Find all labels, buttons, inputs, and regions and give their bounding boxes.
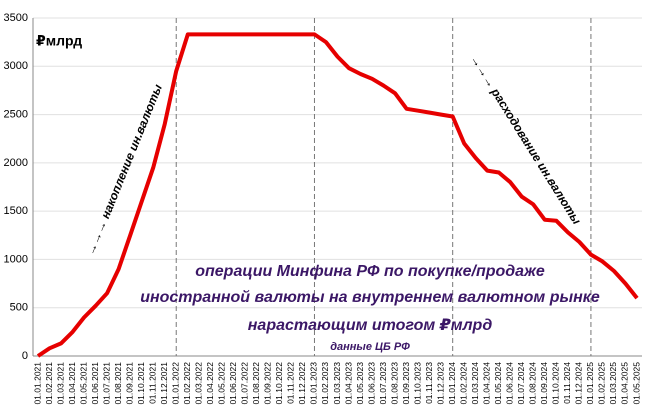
x-tick-label: 01.09.2022 [263, 362, 273, 405]
x-tick-label: 01.05.2022 [217, 362, 227, 405]
x-tick-label: 01.04.2024 [482, 362, 492, 405]
x-tick-label: 01.03.2024 [470, 362, 480, 405]
x-tick-label: 01.09.2021 [124, 362, 134, 405]
x-tick-label: 01.04.2022 [205, 362, 215, 405]
x-tick-label: 01.01.2022 [170, 362, 180, 405]
x-tick-label: 01.06.2021 [90, 362, 100, 405]
y-tick-label: 3000 [4, 60, 28, 72]
y-tick-label: 2000 [4, 157, 28, 169]
source-note: данные ЦБ РФ [330, 341, 410, 353]
x-tick-label: 01.02.2022 [182, 362, 192, 405]
x-tick-label: 01.10.2023 [412, 362, 422, 405]
x-tick-label: 01.01.2025 [585, 362, 595, 405]
unit-label: ₽млрд [36, 33, 82, 49]
x-tick-label: 01.10.2022 [274, 362, 284, 405]
x-tick-label: 01.05.2024 [493, 362, 503, 405]
caption-line: иностранной валюты на внутреннем валютно… [140, 289, 600, 306]
x-tick-label: 01.12.2023 [435, 362, 445, 405]
x-tick-label: 01.06.2024 [505, 362, 515, 405]
y-tick-label: 1000 [4, 253, 28, 265]
x-tick-label: 01.05.2021 [78, 362, 88, 405]
x-tick-label: 01.09.2024 [539, 362, 549, 405]
x-tick-label: 01.07.2023 [378, 362, 388, 405]
x-tick-label: 01.11.2023 [424, 362, 434, 404]
x-tick-label: 01.04.2023 [343, 362, 353, 405]
x-tick-label: 01.07.2024 [516, 362, 526, 405]
x-tick-label: 01.08.2022 [251, 362, 261, 405]
x-tick-label: 01.07.2022 [240, 362, 250, 405]
x-tick-label: 01.02.2025 [597, 362, 607, 405]
x-tick-label: 01.03.2021 [55, 362, 65, 405]
x-tick-label: 01.03.2023 [332, 362, 342, 405]
x-tick-label: 01.02.2023 [320, 362, 330, 405]
x-tick-label: 01.06.2022 [228, 362, 238, 405]
y-tick-label: 500 [10, 302, 28, 314]
x-tick-label: 01.12.2021 [159, 362, 169, 405]
x-tick-label: 01.11.2022 [286, 362, 296, 404]
x-tick-label: 01.04.2025 [620, 362, 630, 405]
x-tick-label: 01.08.2024 [528, 362, 538, 405]
x-tick-label: 01.05.2023 [355, 362, 365, 405]
x-tick-label: 01.10.2024 [551, 362, 561, 405]
x-tick-label: 01.08.2023 [389, 362, 399, 405]
caption-line: нарастающим итогом ₽млрд [248, 317, 493, 334]
x-tick-label: 01.03.2022 [194, 362, 204, 405]
x-tick-label: 01.12.2024 [574, 362, 584, 405]
x-tick-label: 01.12.2022 [297, 362, 307, 405]
x-tick-label: 01.02.2021 [44, 362, 54, 405]
y-tick-label: 3500 [4, 12, 28, 24]
x-tick-label: 01.04.2021 [67, 362, 77, 405]
x-tick-label: 01.07.2021 [101, 362, 111, 405]
x-tick-label: 01.11.2024 [562, 362, 572, 404]
x-tick-label: 01.10.2021 [136, 362, 146, 405]
caption-line: операции Минфина РФ по покупке/продаже [195, 263, 545, 280]
x-tick-label: 01.09.2023 [401, 362, 411, 405]
data-line [36, 32, 639, 358]
y-tick-label: 2500 [4, 108, 28, 120]
x-tick-label: 01.03.2025 [608, 362, 618, 405]
y-tick-label: 1500 [4, 205, 28, 217]
x-tick-label: 01.06.2023 [366, 362, 376, 405]
y-tick-label: 0 [22, 350, 28, 362]
x-tick-label: 01.05.2025 [631, 362, 641, 405]
x-tick-label: 01.11.2021 [147, 362, 157, 404]
x-tick-label: 01.01.2023 [309, 362, 319, 405]
x-tick-label: 01.08.2021 [113, 362, 123, 405]
x-tick-label: 01.01.2024 [447, 362, 457, 405]
x-tick-label: 01.02.2024 [458, 362, 468, 405]
x-tick-label: 01.01.2021 [32, 362, 42, 405]
